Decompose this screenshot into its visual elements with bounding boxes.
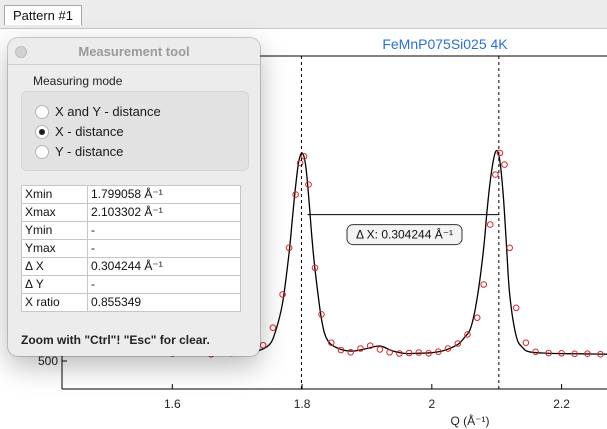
- row-key: Ymax: [21, 239, 88, 258]
- measuring-mode-label: Measuring mode: [33, 74, 123, 88]
- data-point: [473, 314, 481, 322]
- data-point: [285, 244, 293, 252]
- measurement-tool-panel[interactable]: Measurement tool Measuring mode X and Y …: [8, 38, 260, 356]
- table-row: X ratio 0.855349: [21, 293, 241, 312]
- data-point: [597, 350, 604, 358]
- data-point: [444, 345, 452, 352]
- data-point: [415, 349, 423, 356]
- data-point: [366, 342, 374, 350]
- data-point: [558, 350, 565, 357]
- close-icon[interactable]: [15, 46, 27, 58]
- table-row: Δ X 0.304244 Å⁻¹: [21, 257, 241, 276]
- data-point: [454, 340, 462, 347]
- data-point: [506, 244, 514, 252]
- radio-label: X - distance: [55, 124, 124, 139]
- data-point: [311, 264, 319, 272]
- data-point: [376, 346, 384, 353]
- divider: [8, 64, 260, 65]
- table-row: Xmax 2.103302 Å⁻¹: [21, 203, 241, 222]
- row-value: 0.855349: [87, 293, 241, 312]
- data-point: [292, 191, 299, 198]
- data-point: [305, 181, 312, 188]
- tab-bar: Pattern #1: [0, 0, 607, 28]
- measure-label-box: [346, 224, 463, 246]
- row-value: -: [87, 239, 241, 258]
- panel-title: Measurement tool: [78, 44, 190, 59]
- data-point: [318, 311, 325, 318]
- data-point: [296, 159, 304, 167]
- data-point: [300, 153, 308, 160]
- row-key: X ratio: [21, 293, 88, 312]
- data-point: [480, 281, 488, 288]
- radio-x-and-y-distance[interactable]: X and Y - distance: [35, 103, 235, 121]
- data-point: [386, 349, 393, 356]
- radio-button-selected-icon[interactable]: [35, 125, 49, 139]
- x-axis-label: Q (Å⁻¹): [451, 413, 490, 428]
- measuring-mode-group: X and Y - distance X - distance Y - dist…: [21, 91, 249, 171]
- data-point: [496, 149, 504, 157]
- table-row: Ymax -: [21, 239, 241, 258]
- data-point: [545, 349, 552, 357]
- table-row: Xmin 1.799058 Å⁻¹: [21, 185, 241, 204]
- row-key: Xmin: [21, 185, 88, 204]
- data-point: [279, 291, 286, 298]
- data-point: [512, 304, 520, 312]
- radio-x-distance[interactable]: X - distance: [35, 123, 235, 141]
- radio-label: Y - distance: [55, 144, 124, 159]
- data-point: [522, 339, 530, 347]
- radio-y-distance[interactable]: Y - distance: [35, 143, 235, 161]
- radio-button-icon[interactable]: [35, 105, 49, 119]
- row-value: 2.103302 Å⁻¹: [87, 203, 241, 222]
- data-point: [405, 349, 413, 357]
- data-point: [532, 348, 539, 356]
- row-key: Xmax: [21, 203, 88, 222]
- row-value: -: [87, 275, 241, 294]
- radio-label: X and Y - distance: [55, 104, 161, 119]
- data-point: [584, 350, 591, 358]
- x-tick-label: 2: [428, 397, 435, 411]
- data-point: [337, 346, 345, 354]
- row-value: 0.304244 Å⁻¹: [87, 257, 241, 276]
- row-key: Ymin: [21, 221, 88, 240]
- data-point: [501, 161, 508, 168]
- data-point: [357, 345, 364, 352]
- row-key: Δ X: [21, 257, 88, 276]
- data-point: [464, 331, 471, 338]
- row-value: 1.799058 Å⁻¹: [87, 185, 241, 204]
- table-row: Ymin -: [21, 221, 241, 240]
- data-point: [396, 350, 403, 357]
- radio-button-icon[interactable]: [35, 145, 49, 159]
- y-tick-label: 500: [38, 354, 58, 368]
- data-point: [269, 324, 277, 332]
- row-value: -: [87, 221, 241, 240]
- data-point: [347, 349, 355, 356]
- data-point: [492, 171, 499, 178]
- fit-line: [61, 149, 607, 355]
- data-point: [435, 348, 442, 356]
- panel-titlebar[interactable]: Measurement tool: [8, 38, 260, 64]
- zoom-hint: Zoom with "Ctrl"! "Esc" for clear.: [21, 333, 210, 347]
- chart-title: FeMnP075Si025 4K: [382, 36, 508, 52]
- measurement-table: Xmin 1.799058 Å⁻¹ Xmax 2.103302 Å⁻¹ Ymin - …: [21, 185, 241, 312]
- data-point: [259, 341, 267, 349]
- x-tick-label: 2.2: [553, 397, 570, 411]
- data-point: [486, 221, 494, 228]
- data-point: [328, 339, 335, 347]
- data-point: [571, 350, 578, 358]
- x-tick-label: 1.8: [294, 397, 311, 411]
- measure-label: Δ X: 0.304244 Å⁻¹: [356, 227, 453, 242]
- data-point: [425, 350, 432, 357]
- row-key: Δ Y: [21, 275, 88, 294]
- x-tick-label: 1.6: [164, 397, 181, 411]
- tab-pattern-1[interactable]: Pattern #1: [4, 5, 82, 25]
- table-row: Δ Y-: [21, 275, 241, 294]
